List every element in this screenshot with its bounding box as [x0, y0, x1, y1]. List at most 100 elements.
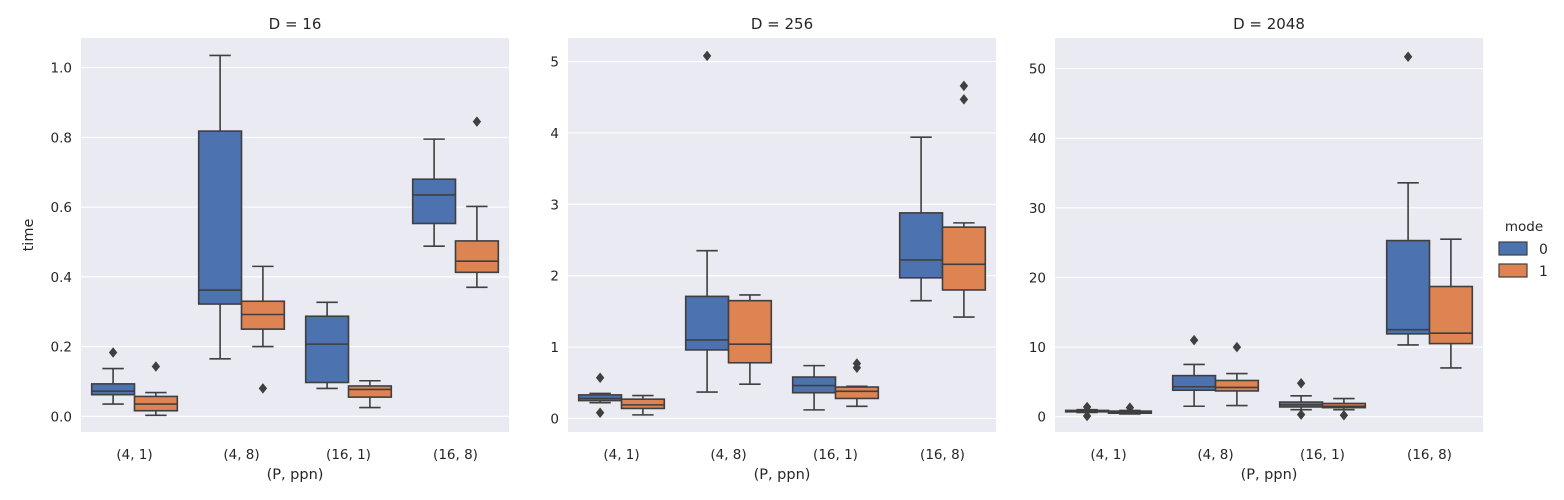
y-tick-label: 0: [1037, 410, 1046, 426]
iqr-box: [727, 299, 773, 364]
box-4-8-mode-1: [240, 265, 286, 394]
outlier-marker: [151, 361, 161, 372]
box-4-1-mode-1: [1107, 402, 1153, 415]
box-4-1-mode-1: [620, 394, 666, 416]
box-4-8-mode-1: [727, 294, 773, 385]
box-16-1-mode-1: [347, 379, 393, 409]
box-4-8-mode-0: [684, 50, 730, 393]
box-4-1-mode-0: [1064, 401, 1110, 422]
x-tick-label: (16, 1): [326, 447, 371, 463]
iqr-box: [411, 178, 457, 225]
y-tick-label: 0.2: [51, 340, 72, 356]
iqr-box: [620, 398, 666, 410]
legend-swatch: [1498, 241, 1528, 256]
box-16-8-mode-1: [1428, 238, 1474, 369]
outlier-marker: [852, 358, 862, 369]
outlier-marker: [1125, 402, 1135, 413]
iqr-box: [347, 385, 393, 398]
x-tick-label: (4, 8): [1197, 447, 1233, 463]
y-tick-label: 0.4: [51, 270, 72, 286]
outlier-marker: [1232, 341, 1242, 353]
facet-panel-2: 0 1 2 3 4 5 (4, 1) (4, 8) (16, 1) (16, 8) D = 256 (…: [550, 15, 996, 483]
box-4-1-mode-0: [577, 372, 623, 418]
outlier-marker: [1082, 401, 1092, 413]
y-tick-label: 0.0: [51, 409, 72, 425]
y-tick-label: 20: [1029, 270, 1046, 286]
box-16-1-mode-0: [791, 364, 837, 411]
y-tick-label: 40: [1029, 131, 1046, 147]
facet-title: D = 16: [269, 15, 322, 33]
y-axis-label: time: [21, 219, 37, 252]
y-tick-label: 1.0: [51, 61, 72, 77]
outlier-marker: [959, 94, 969, 105]
outlier-marker: [595, 372, 605, 384]
outlier-marker: [1296, 378, 1306, 389]
box-16-8-mode-1: [941, 80, 987, 318]
iqr-box: [941, 226, 987, 291]
box-4-1-mode-1: [133, 361, 179, 417]
y-tick-label: 5: [550, 55, 559, 71]
outlier-marker: [258, 383, 268, 394]
facet-panel-1: 0.0 0.2 0.4 0.6 0.8 1.0 (4, 1) (4, 8) (16, 1) (16…: [21, 15, 509, 483]
x-tick-label: (4, 1): [116, 447, 152, 463]
x-tick-label: (16, 8): [1407, 447, 1452, 463]
outlier-marker: [1189, 334, 1199, 346]
x-tick-label: (16, 1): [1300, 447, 1345, 463]
y-tick-label: 50: [1029, 62, 1046, 78]
box-16-1-mode-0: [304, 301, 350, 390]
y-tick-label: 3: [550, 197, 559, 213]
outlier-marker: [472, 116, 482, 127]
outlier-marker: [1339, 410, 1349, 421]
box-16-1-mode-1: [834, 358, 880, 408]
box-16-8-mode-1: [454, 116, 500, 289]
iqr-box: [684, 295, 730, 351]
x-axis-label: (P, ppn): [267, 467, 324, 483]
iqr-box: [1428, 285, 1474, 345]
facet-panel-3: 0 10 20 30 40 50 (4, 1) (4, 8) (16, 1) (16, 8) D =…: [1029, 15, 1483, 483]
facet-title: D = 2048: [1233, 15, 1305, 33]
iqr-box: [454, 240, 500, 274]
box-4-8-mode-0: [197, 54, 243, 360]
iqr-box: [90, 383, 136, 396]
x-axis-label: (P, ppn): [754, 467, 811, 483]
outlier-marker: [1403, 51, 1413, 63]
outlier-marker: [702, 50, 712, 62]
iqr-box: [1171, 374, 1217, 392]
iqr-box: [304, 315, 350, 384]
iqr-box: [898, 212, 944, 279]
x-tick-label: (4, 8): [223, 447, 259, 463]
outlier-marker: [108, 347, 118, 358]
box-16-8-mode-0: [1385, 51, 1431, 346]
y-tick-label: 0: [550, 411, 559, 427]
box-16-1-mode-1: [1321, 397, 1367, 421]
plot-background: [81, 38, 509, 432]
legend-label: 1: [1539, 264, 1548, 280]
y-tick-label: 2: [550, 269, 559, 285]
facet-title: D = 256: [751, 15, 813, 33]
legend-swatch: [1498, 263, 1528, 278]
box-16-8-mode-0: [411, 138, 457, 247]
y-tick-label: 0.8: [51, 130, 72, 146]
legend-label: 0: [1539, 242, 1548, 258]
iqr-box: [1214, 379, 1260, 392]
y-tick-label: 4: [550, 126, 559, 142]
outlier-marker: [1296, 409, 1306, 420]
x-tick-label: (16, 8): [433, 447, 478, 463]
y-tick-label: 1: [550, 340, 559, 356]
x-tick-label: (4, 1): [1090, 447, 1126, 463]
box-4-8-mode-1: [1214, 341, 1260, 407]
box-4-1-mode-0: [90, 347, 136, 405]
legend: mode 0 1: [1498, 219, 1548, 280]
x-axis-label: (P, ppn): [1241, 467, 1298, 483]
legend-title: mode: [1505, 219, 1543, 235]
iqr-box: [1385, 239, 1431, 335]
y-tick-label: 0.6: [51, 200, 72, 216]
iqr-box: [197, 130, 243, 305]
x-tick-label: (4, 1): [603, 447, 639, 463]
x-tick-label: (16, 1): [813, 447, 858, 463]
iqr-box: [834, 386, 880, 400]
outlier-marker: [595, 407, 605, 418]
y-tick-label: 10: [1029, 340, 1046, 356]
plot-background: [1055, 38, 1483, 432]
